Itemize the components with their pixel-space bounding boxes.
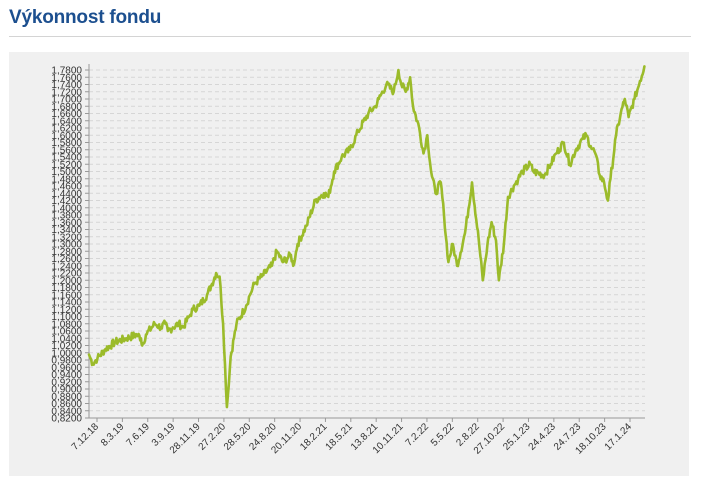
y-tick-label: 1,2800 — [51, 247, 82, 258]
y-tick-label: 1,2600 — [51, 254, 82, 265]
y-tick-label: 1,3800 — [51, 211, 82, 222]
y-tick-label: 1,2000 — [51, 276, 82, 287]
y-tick-label: 1,0000 — [51, 348, 82, 359]
y-tick-label: 0,9000 — [51, 385, 82, 396]
y-tick-label: 1,0800 — [51, 319, 82, 330]
y-tick-label: 1,4800 — [51, 174, 82, 185]
y-tick-label: 1,7400 — [51, 80, 82, 91]
y-tick-label: 0,9800 — [51, 356, 82, 367]
y-tick-label: 1,4600 — [51, 182, 82, 193]
grid-lines — [89, 69, 645, 419]
x-tick-label: 7.2.22 — [404, 421, 432, 449]
y-tick-label: 1,7800 — [51, 66, 82, 77]
x-tick-label: 7.12.18 — [70, 421, 102, 453]
y-tick-label: 1,6600 — [51, 109, 82, 120]
y-tick-label: 1,1200 — [51, 305, 82, 316]
y-tick-label: 1,6800 — [51, 102, 82, 113]
y-tick-label: 0,9200 — [51, 377, 82, 388]
y-tick-label: 1,5400 — [51, 153, 82, 164]
page-title: Výkonnost fondu — [9, 7, 162, 28]
x-tick-label: 5.5.22 — [429, 421, 457, 449]
y-tick-label: 1,3600 — [51, 218, 82, 229]
y-tick-label: 1,7200 — [51, 87, 82, 98]
y-tick-label: 1,0400 — [51, 334, 82, 345]
y-tick-label: 1,5000 — [51, 167, 82, 178]
y-tick-label: 1,2200 — [51, 269, 82, 280]
y-tick-label: 0,9600 — [51, 363, 82, 374]
y-tick-label: 1,0200 — [51, 341, 82, 352]
y-tick-label: 1,1600 — [51, 290, 82, 301]
y-tick-label: 1,7600 — [51, 73, 82, 84]
x-tick-label: 18.2.21 — [298, 421, 330, 453]
y-tick-label: 1,4000 — [51, 203, 82, 214]
x-tick-label: 8.3.19 — [99, 421, 127, 449]
y-tick-label: 1,5600 — [51, 145, 82, 156]
y-tick-label: 1,6400 — [51, 116, 82, 127]
y-tick-label: 1,3000 — [51, 240, 82, 251]
y-tick-label: 0,8800 — [51, 392, 82, 403]
series-line — [87, 65, 646, 409]
series — [87, 65, 646, 409]
y-tick-label: 0,8200 — [51, 414, 82, 425]
y-tick-label: 1,4200 — [51, 196, 82, 207]
y-tick-label: 1,1800 — [51, 283, 82, 294]
y-tick-label: 0,8600 — [51, 399, 82, 410]
x-tick-label: 17.1.24 — [603, 421, 635, 453]
y-tick-label: 1,5200 — [51, 160, 82, 171]
y-tick-label: 1,2400 — [51, 261, 82, 272]
y-tick-label: 1,3200 — [51, 232, 82, 243]
y-tick-label: 1,0600 — [51, 327, 82, 338]
x-tick-label: 25.1.23 — [501, 421, 533, 453]
x-tick-label: 18.5.21 — [324, 421, 356, 453]
y-tick-label: 1,1400 — [51, 298, 82, 309]
x-tick-labels: 7.12.188.3.197.6.193.9.1928.11.1927.2.20… — [70, 421, 635, 457]
y-tick-label: 1,4400 — [51, 189, 82, 200]
chart-panel — [9, 52, 689, 476]
x-tick-label: 24.4.23 — [527, 421, 559, 453]
x-tick-label: 27.2.20 — [197, 421, 229, 453]
x-tick-label: 7.6.19 — [124, 421, 152, 449]
y-tick-label: 1,6000 — [51, 131, 82, 142]
axes — [85, 64, 645, 422]
y-tick-label: 1,1000 — [51, 312, 82, 323]
y-tick-label: 1,3400 — [51, 225, 82, 236]
x-tick-label: 28.5.20 — [222, 421, 254, 453]
y-tick-label: 0,9400 — [51, 370, 82, 381]
y-tick-labels: 1,78001,76001,74001,72001,70001,68001,66… — [51, 66, 82, 425]
y-tick-label: 1,6200 — [51, 124, 82, 135]
y-tick-label: 1,5800 — [51, 138, 82, 149]
y-tick-label: 0,8400 — [51, 406, 82, 417]
y-tick-label: 1,7000 — [51, 95, 82, 106]
title-divider — [9, 36, 691, 37]
